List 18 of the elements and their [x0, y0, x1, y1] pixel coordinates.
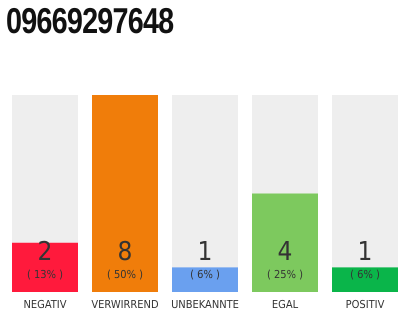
annotation: ( 50% )	[106, 268, 144, 281]
x-tick-label: UNBEKANNTE	[171, 298, 239, 311]
x-tick-label: POSITIV	[346, 298, 385, 311]
data-label: 8	[118, 237, 132, 267]
annotation: ( 25% )	[266, 268, 304, 281]
data-label: 4	[278, 237, 292, 267]
x-tick-label: VERWIRREND	[91, 298, 159, 311]
x-tick-label: EGAL	[272, 298, 299, 311]
chart-title: 09669297648	[6, 0, 174, 42]
data-label: 1	[198, 237, 212, 267]
bar	[172, 267, 238, 292]
data-label: 1	[358, 237, 372, 267]
bar	[332, 267, 398, 292]
annotation: ( 6% )	[190, 268, 220, 281]
data-label: 2	[38, 237, 52, 267]
x-tick-label: NEGATIV	[24, 298, 67, 311]
annotation: ( 6% )	[350, 268, 380, 281]
annotation: ( 13% )	[26, 268, 64, 281]
